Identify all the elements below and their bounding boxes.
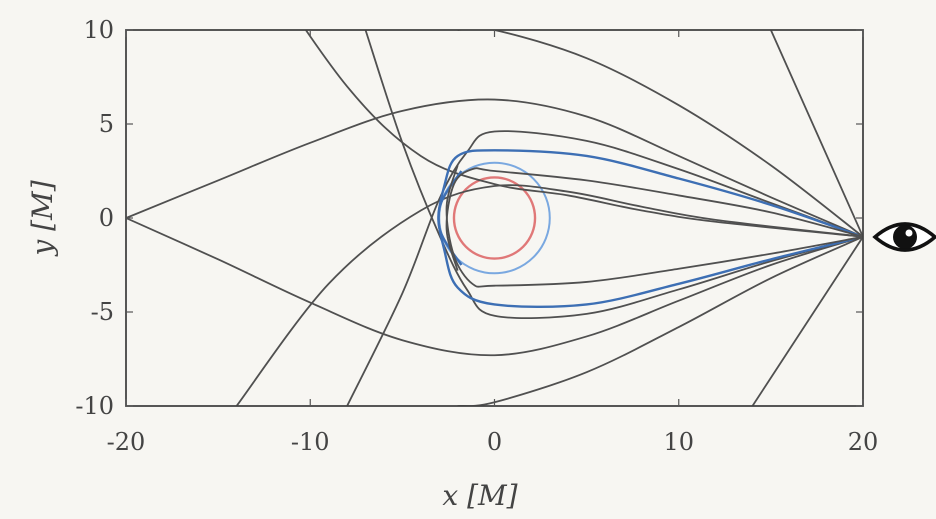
x-axis-label: x [M] (442, 479, 517, 512)
x-tick-label: 0 (487, 428, 502, 456)
light-ray-14 (751, 236, 863, 406)
ticks-layer (125, 29, 864, 407)
y-tick-label: -10 (75, 392, 114, 420)
light-ray-10 (445, 165, 863, 288)
horizon-circle (452, 176, 537, 260)
rays-layer (126, 30, 863, 406)
plot-frame (125, 29, 864, 407)
light-ray-6 (364, 30, 863, 320)
y-tick-label: 10 (83, 16, 114, 44)
y-tick-label: 5 (99, 110, 114, 138)
light-ray-13 (770, 30, 863, 238)
light-ray-12 (457, 235, 863, 406)
x-tick-label: -20 (107, 428, 146, 456)
y-axis-label: y [M] (26, 180, 59, 257)
light-ray-8 (437, 149, 863, 266)
light-ray-1 (304, 30, 863, 238)
x-tick-label: 10 (663, 428, 694, 456)
tick-labels: -20 -10 0 10 20 -10 -5 0 5 10 (75, 16, 878, 456)
light-ray-4 (126, 217, 863, 357)
y-tick-label: 0 (99, 204, 114, 232)
x-tick-label: 20 (848, 428, 879, 456)
light-ray-9 (445, 167, 863, 271)
x-tick-label: -10 (291, 428, 330, 456)
light-ray-2 (235, 184, 863, 406)
eye-icon (872, 222, 936, 252)
light-ray-5 (346, 130, 863, 406)
light-ray-3 (126, 98, 863, 238)
y-tick-label: -5 (91, 298, 114, 326)
